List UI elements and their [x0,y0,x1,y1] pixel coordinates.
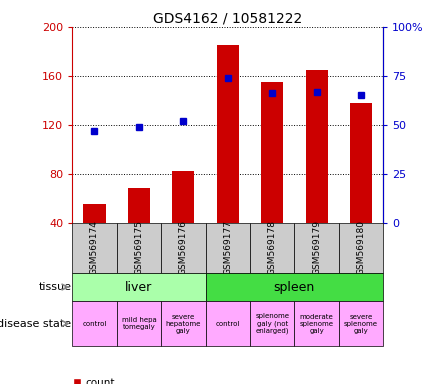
Text: moderate
splenome
galy: moderate splenome galy [300,313,334,334]
Text: GSM569179: GSM569179 [312,220,321,275]
Text: spleen: spleen [274,281,315,293]
Bar [294,301,339,346]
Bar [172,171,194,223]
Text: control: control [215,321,240,326]
Bar [72,273,205,301]
Bar [72,301,117,346]
Bar [250,301,294,346]
Bar [161,223,205,273]
Text: GSM569180: GSM569180 [357,220,366,275]
Bar [117,301,161,346]
Bar [205,273,383,301]
Text: disease state: disease state [0,318,71,329]
Bar [128,189,150,223]
Text: GSM569176: GSM569176 [179,220,188,275]
Text: severe
hepatome
galy: severe hepatome galy [166,313,201,334]
Text: liver: liver [125,281,152,293]
Bar [83,204,106,223]
Title: GDS4162 / 10581222: GDS4162 / 10581222 [153,12,302,26]
Text: control: control [82,321,107,326]
Text: GSM569178: GSM569178 [268,220,277,275]
Bar [339,223,383,273]
Bar [205,301,250,346]
Bar [161,301,205,346]
Text: tissue: tissue [39,282,71,292]
Bar [250,223,294,273]
Bar [339,301,383,346]
Bar [305,70,328,223]
Text: severe
splenome
galy: severe splenome galy [344,313,378,334]
Bar [350,103,372,223]
Bar [217,45,239,223]
Bar [294,223,339,273]
Legend: count, percentile rank within the sample: count, percentile rank within the sample [69,374,265,384]
Text: GSM569174: GSM569174 [90,220,99,275]
Text: splenome
galy (not
enlarged): splenome galy (not enlarged) [255,313,289,334]
Text: GSM569175: GSM569175 [134,220,143,275]
Text: mild hepa
tomegaly: mild hepa tomegaly [121,317,156,330]
Bar [72,223,117,273]
Bar [261,82,283,223]
Text: GSM569177: GSM569177 [223,220,232,275]
Bar [205,223,250,273]
Bar [117,223,161,273]
